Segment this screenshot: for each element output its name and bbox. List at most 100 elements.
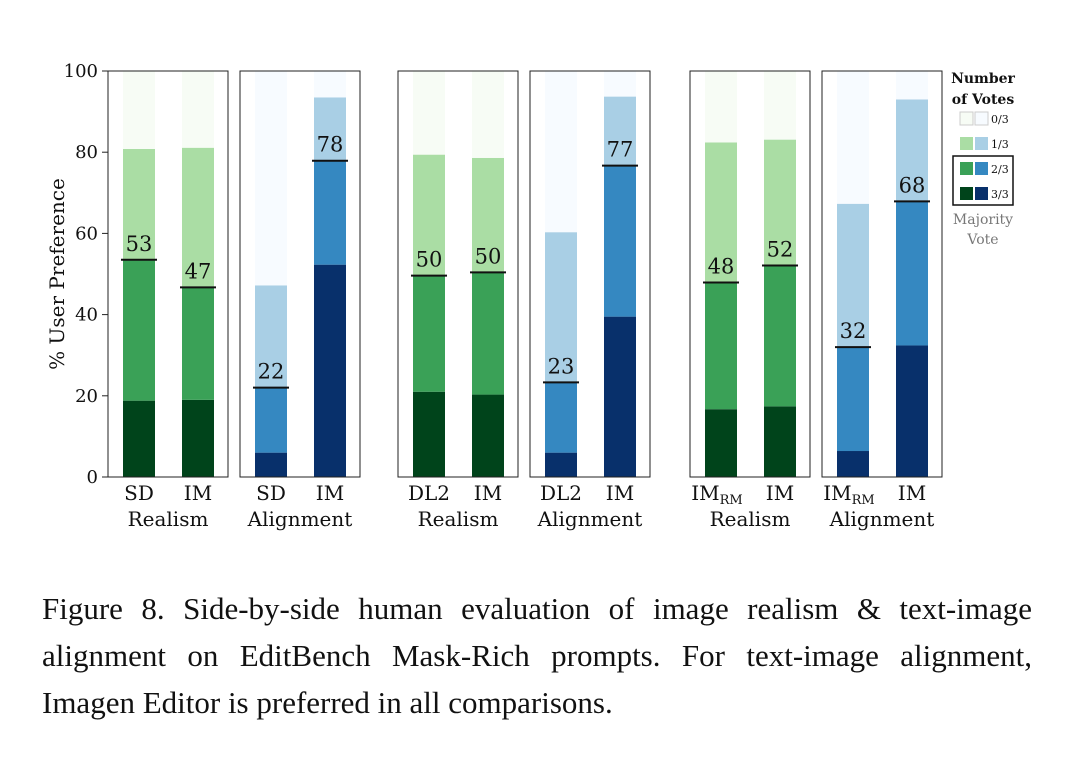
data-label: 77: [607, 138, 634, 162]
bar-segment-1-of-3: [705, 142, 737, 283]
data-label: 78: [317, 133, 344, 157]
bar-segment-3-of-3: [545, 452, 577, 477]
y-tick-label: 20: [75, 386, 98, 407]
group-label: Realism: [710, 507, 791, 531]
bar-segment-3-of-3: [182, 399, 214, 477]
y-tick-label: 100: [64, 61, 98, 82]
legend-swatch-blue: [974, 111, 989, 126]
data-label: 50: [475, 244, 502, 268]
bar-segment-2-of-3: [764, 265, 796, 407]
panel-frame: [239, 70, 361, 478]
bar-segment-0-of-3: [764, 71, 796, 140]
bar-segment-2-of-3: [182, 287, 214, 400]
bar-segment-2-of-3: [604, 165, 636, 317]
data-label: 23: [548, 354, 575, 378]
x-tick-label: IM: [898, 481, 926, 505]
legend-note: Majority: [953, 212, 1013, 228]
bar-segment-3-of-3: [314, 264, 346, 477]
bar-segment-2-of-3: [705, 282, 737, 410]
bar-segment-0-of-3: [705, 71, 737, 143]
y-tick-label: 60: [75, 223, 98, 244]
bar-segment-1-of-3: [545, 232, 577, 383]
bar-segment-2-of-3: [255, 387, 287, 453]
bar-segment-2-of-3: [314, 160, 346, 265]
bar-segment-1-of-3: [182, 147, 214, 288]
x-tick-label: IM: [766, 481, 794, 505]
legend-entry: 1/3: [991, 138, 1009, 151]
bar-segment-0-of-3: [314, 71, 346, 98]
data-label: 68: [899, 173, 926, 197]
bar-segment-0-of-3: [182, 71, 214, 148]
panel-frame: [397, 70, 519, 478]
bar-segment-3-of-3: [255, 452, 287, 477]
x-tick-label: DL2: [540, 481, 582, 505]
legend-swatch-green: [960, 137, 973, 150]
figure-caption: Figure 8. Side-by-side human evaluation …: [42, 591, 1032, 720]
x-tick-label: IM: [316, 481, 344, 505]
data-label: 53: [126, 232, 153, 256]
x-tick-label-subscript: RM: [720, 493, 743, 508]
bar-segment-1-of-3: [123, 148, 155, 260]
bar-segment-3-of-3: [837, 451, 869, 477]
y-axis-label: % User Preference: [45, 178, 69, 370]
bar-segment-1-of-3: [896, 99, 928, 202]
bar-segment-1-of-3: [837, 203, 869, 348]
bar-segment-3-of-3: [896, 345, 928, 477]
x-tick-label: IM: [606, 481, 634, 505]
bar-segment-3-of-3: [413, 391, 445, 477]
bar-segment-0-of-3: [255, 71, 287, 286]
bar-segment-0-of-3: [472, 71, 504, 158]
bar-segment-3-of-3: [123, 400, 155, 477]
bar-segment-2-of-3: [837, 347, 869, 452]
legend-title: of Votes: [952, 92, 1015, 108]
y-tick-label: 40: [75, 305, 98, 326]
bar-segment-1-of-3: [413, 154, 445, 276]
legend-entry: 3/3: [991, 188, 1009, 201]
bar-segment-2-of-3: [545, 382, 577, 453]
legend-swatch-blue: [975, 187, 988, 200]
panel-frame: [689, 70, 811, 478]
bar-segment-1-of-3: [604, 96, 636, 166]
x-tick-label: DL2: [408, 481, 450, 505]
bar-segment-3-of-3: [705, 409, 737, 477]
bar-segment-0-of-3: [837, 71, 869, 204]
y-tick-label: 0: [87, 467, 98, 488]
group-label: Alignment: [537, 507, 643, 531]
legend-title: Number: [951, 71, 1015, 87]
legend-entry: 2/3: [991, 163, 1009, 176]
legend-swatch-blue: [975, 162, 988, 175]
y-tick-label: 80: [75, 142, 98, 163]
x-tick-label: IMRM: [691, 481, 743, 508]
legend-swatch-green: [959, 111, 974, 126]
group-label: Alignment: [247, 507, 353, 531]
bar-segment-0-of-3: [413, 71, 445, 155]
legend-swatch-green: [960, 187, 973, 200]
x-tick-label: SD: [124, 481, 154, 505]
y-axis: 0 20 40 60 80 100 % User Preference: [45, 61, 109, 488]
majority-vote-box: [952, 155, 1014, 206]
data-label: 22: [258, 360, 285, 384]
bar-segment-1-of-3: [314, 97, 346, 161]
legend-swatch-green: [960, 162, 973, 175]
bar-segment-1-of-3: [764, 139, 796, 266]
bar-segment-3-of-3: [604, 316, 636, 477]
legend-swatch-blue: [975, 137, 988, 150]
x-tick-label: IMRM: [823, 481, 875, 508]
group-label: Realism: [418, 507, 499, 531]
data-label: 50: [416, 248, 443, 272]
bar-segment-3-of-3: [764, 406, 796, 477]
group-label: Alignment: [829, 507, 935, 531]
bar-segment-2-of-3: [413, 275, 445, 392]
data-label: 32: [840, 319, 867, 343]
bar-segment-2-of-3: [896, 201, 928, 346]
data-label: 48: [708, 255, 735, 279]
legend-note: Vote: [966, 232, 998, 248]
x-tick-label: SD: [256, 481, 286, 505]
legend: Number of Votes 0/3 1/3 2/3 3/3 Majority Vote: [951, 71, 1015, 248]
